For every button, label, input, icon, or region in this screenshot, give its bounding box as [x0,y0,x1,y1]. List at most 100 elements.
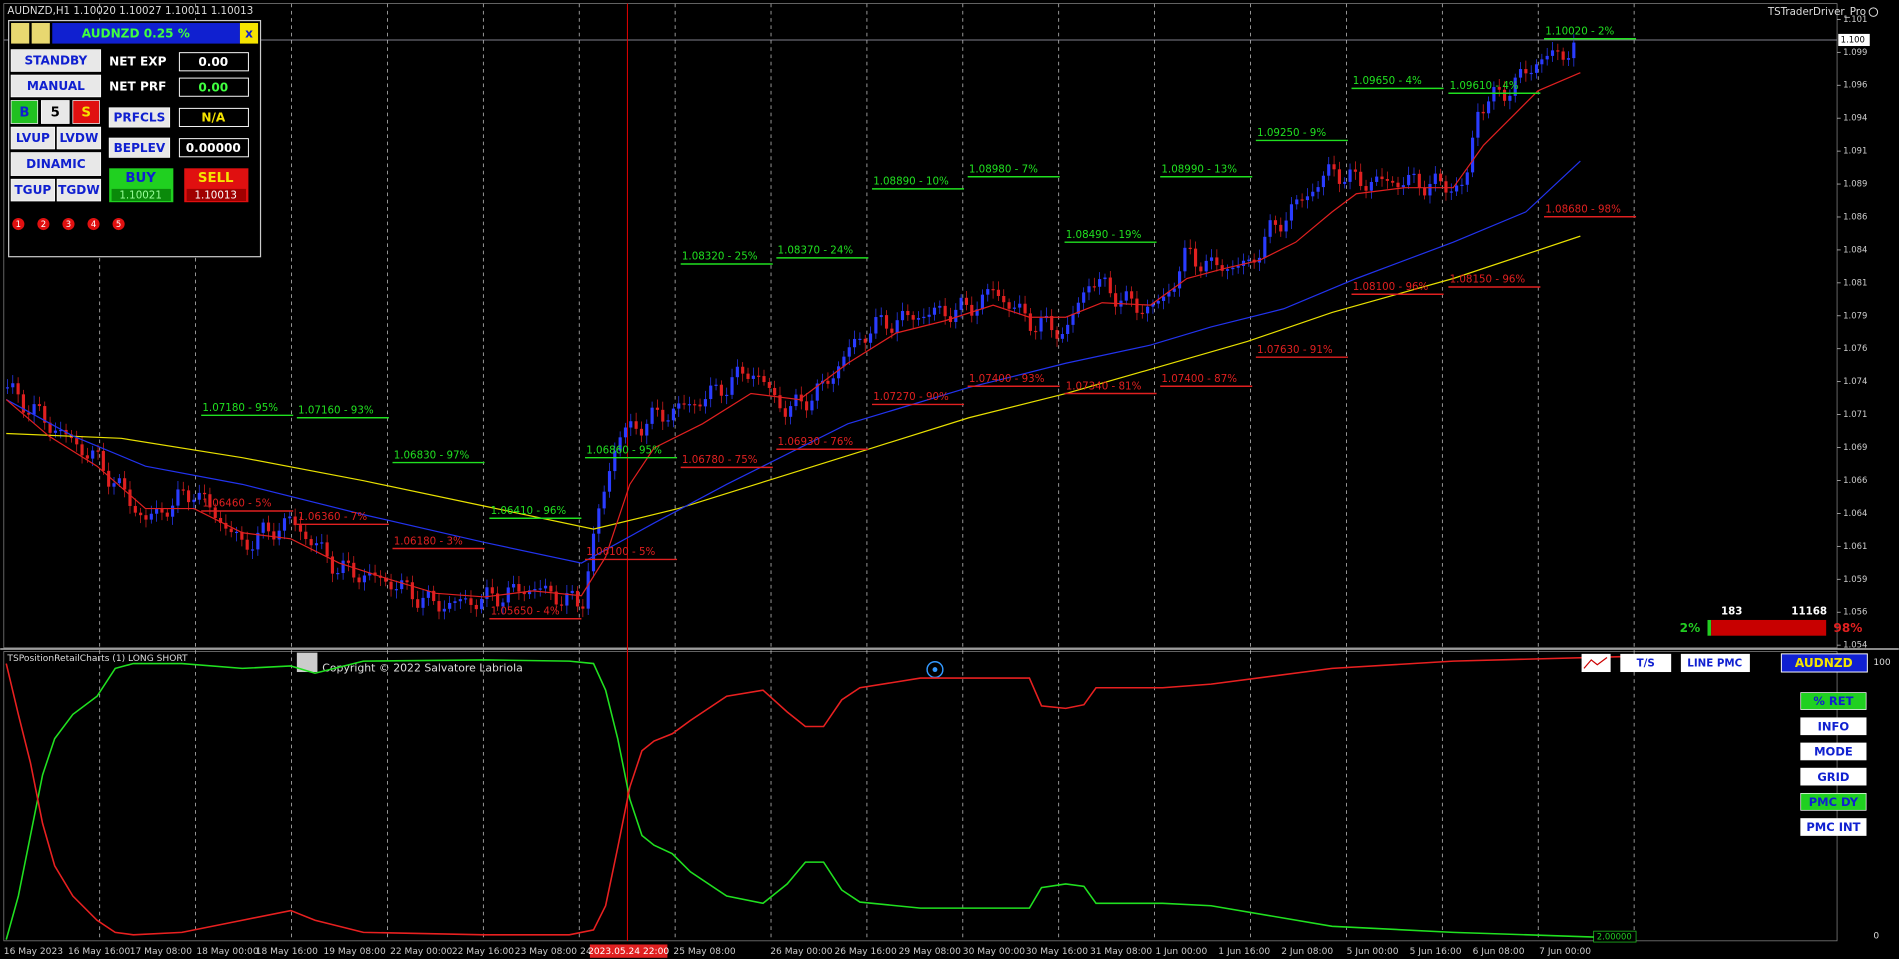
lvdw-button[interactable] [56,126,102,150]
marker-label: 3 [66,219,71,229]
price-label: 1.096 [1843,80,1867,90]
candle [485,587,489,599]
candle [314,543,319,546]
candle [767,382,771,388]
line-pmc-button[interactable] [1680,653,1750,673]
candle [528,590,532,595]
candle [1263,236,1267,258]
candle [1108,277,1112,294]
field-button[interactable] [108,137,171,158]
candle [1076,302,1080,314]
candle [1177,271,1182,289]
symbol-button[interactable] [1780,653,1868,673]
candle [357,577,361,583]
candle [27,412,31,415]
candle [538,588,542,590]
field-box [178,138,249,158]
candle [240,531,244,540]
chart-icon-glyph [1583,657,1608,669]
level-label: 1.07400 - 93% [969,373,1045,385]
chart-icon[interactable] [1581,653,1611,673]
candle [1481,111,1485,114]
candle [144,515,148,520]
standby-button-label: STANDBY [24,54,87,68]
lvup-button[interactable] [10,126,56,150]
indicator-button[interactable] [1800,767,1867,786]
price-label: 1.054 [1843,640,1867,650]
level-label: 1.09610 - 4% [1450,80,1519,92]
level-label: 1.07270 - 90% [873,391,949,403]
marker[interactable] [62,217,75,231]
candle [1353,169,1357,172]
ts-button[interactable] [1620,653,1672,673]
dinamic-button[interactable] [10,152,102,176]
time-label: 17 May 08:00 [130,947,192,957]
sell-price: 1.10013 [194,190,237,202]
candle [522,591,526,595]
short-bar [1711,619,1827,636]
tgdw-button[interactable] [56,178,102,202]
candle [336,573,340,575]
logo [296,652,318,673]
candle [171,505,175,517]
indicator-button[interactable] [1800,717,1867,736]
marker[interactable] [12,217,25,231]
indicator-button[interactable] [1800,818,1867,836]
axis-bottom: 0 [1873,931,1879,941]
candle [474,604,478,610]
candle [1023,303,1027,314]
sell-mode-button[interactable] [72,100,100,124]
candle [773,387,777,396]
candle [517,584,521,592]
price-label: 1.059 [1843,574,1867,584]
candle [1284,220,1288,232]
manual-button[interactable] [10,74,102,98]
indicator-button[interactable] [1800,692,1867,710]
icon-button[interactable] [11,23,30,44]
candle [927,314,931,317]
indicator-button[interactable] [1800,792,1867,811]
tgup-button[interactable] [10,178,56,202]
candle [80,444,84,456]
level-label: 1.07400 - 87% [1161,373,1237,385]
level-label: 1.09250 - 9% [1257,127,1326,139]
marker[interactable] [87,217,100,231]
candle [1545,55,1549,60]
candle [591,533,596,572]
lots-button[interactable] [40,100,70,124]
indicator-button[interactable] [1800,742,1867,761]
candle [133,505,137,513]
field-button[interactable] [108,107,171,128]
candle [1540,59,1544,65]
candle [618,437,622,451]
marker[interactable] [112,217,125,231]
price-label: 1.064 [1843,508,1867,518]
candle [996,289,1000,296]
marker[interactable] [37,217,50,231]
candle [1343,181,1347,184]
candle [1241,260,1246,266]
candle [1220,265,1224,271]
marker-dot [932,667,938,673]
candle [1268,220,1272,237]
candle [277,530,281,540]
time-label: 18 May 16:00 [256,947,318,957]
candle [586,571,590,609]
cursor-time-box [589,944,668,958]
candle [1236,265,1240,268]
standby-button[interactable] [10,49,102,72]
buy-mode-button[interactable] [10,100,39,124]
price-label: 1.089 [1843,179,1867,189]
close-button[interactable] [239,23,259,44]
level-label: 1.09650 - 4% [1353,75,1422,87]
price-label: 1.091 [1843,146,1867,156]
candle [1007,302,1011,309]
candle [1114,293,1118,307]
candle [21,394,26,413]
icon-button[interactable] [31,23,50,44]
candle [1295,199,1299,205]
candle [426,590,430,598]
lvup-button-label: LVUP [16,131,50,145]
field-button-label: PRFCLS [114,111,166,125]
candle [639,428,644,436]
